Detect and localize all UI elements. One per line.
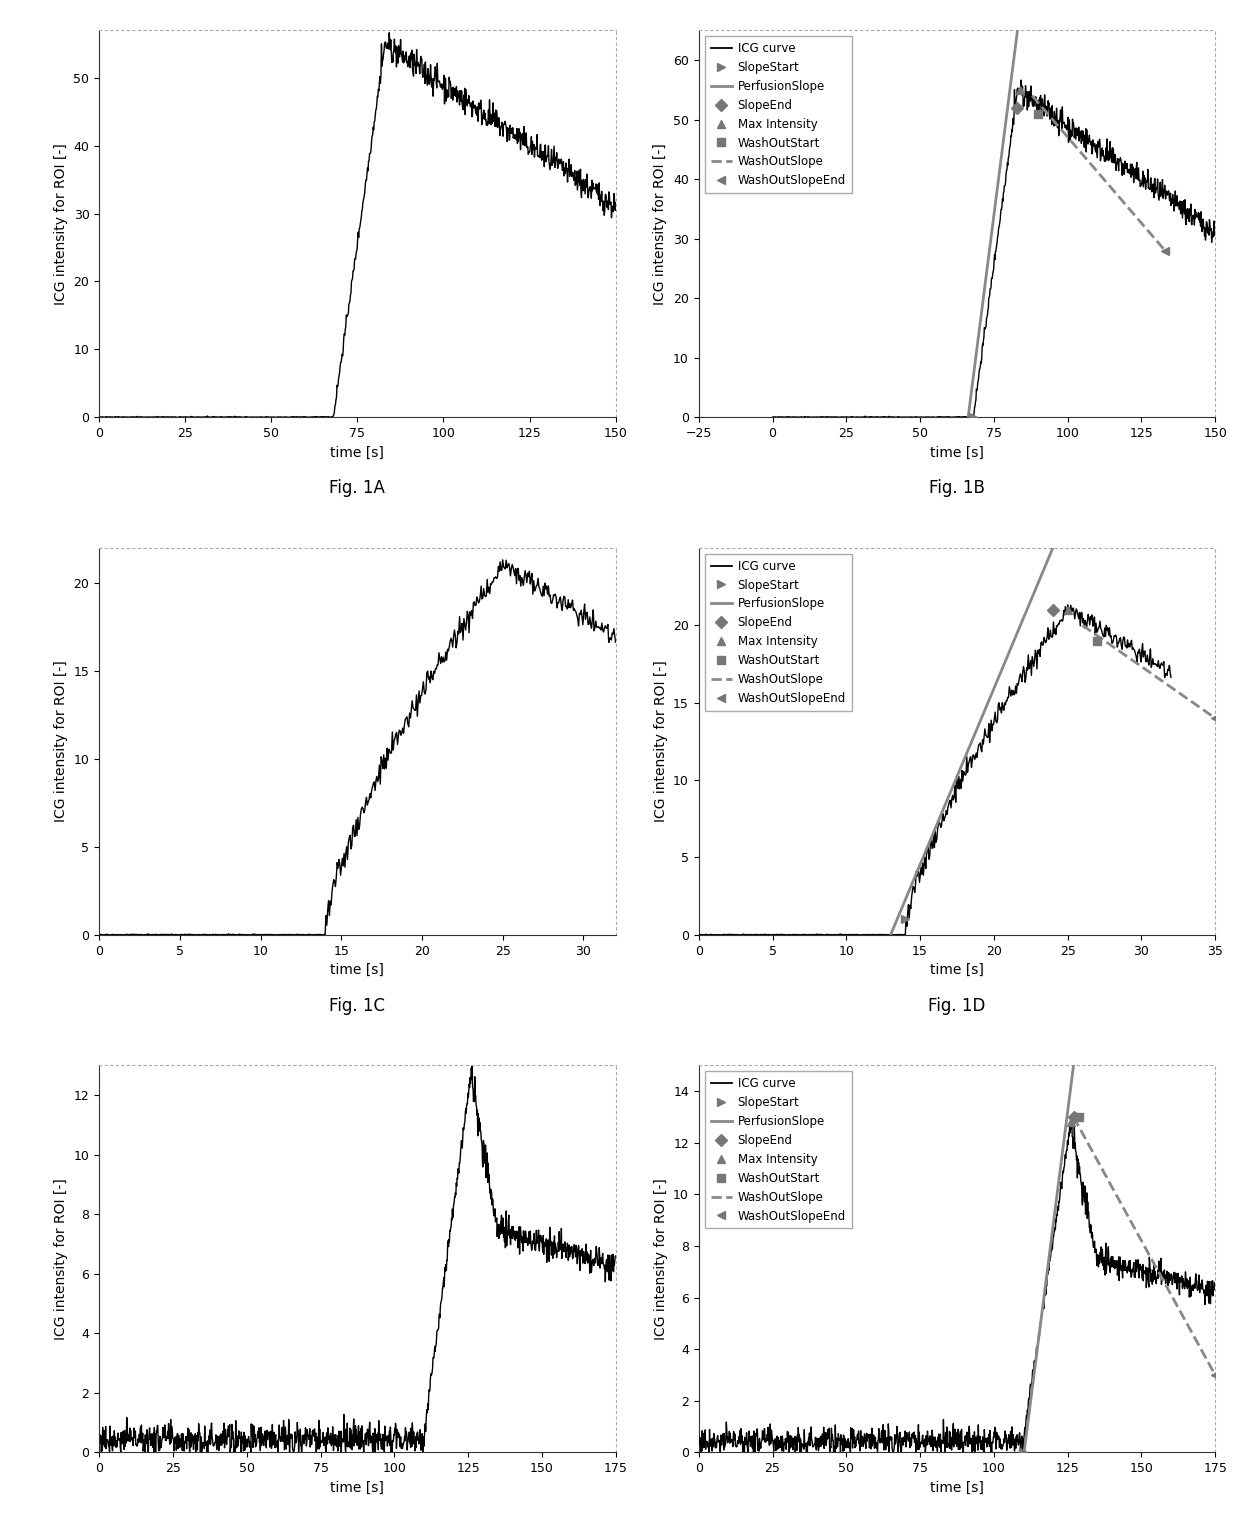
Legend: ICG curve, SlopeStart, PerfusionSlope, SlopeEnd, Max Intensity, WashOutStart, Wa: ICG curve, SlopeStart, PerfusionSlope, S… — [704, 554, 852, 711]
X-axis label: time [s]: time [s] — [331, 964, 384, 977]
Legend: ICG curve, SlopeStart, PerfusionSlope, SlopeEnd, Max Intensity, WashOutStart, Wa: ICG curve, SlopeStart, PerfusionSlope, S… — [704, 1071, 852, 1229]
X-axis label: time [s]: time [s] — [331, 1481, 384, 1495]
X-axis label: time [s]: time [s] — [331, 445, 384, 460]
Y-axis label: ICG intensity for ROI [-]: ICG intensity for ROI [-] — [653, 661, 667, 822]
Y-axis label: ICG intensity for ROI [-]: ICG intensity for ROI [-] — [653, 1179, 667, 1341]
Y-axis label: ICG intensity for ROI [-]: ICG intensity for ROI [-] — [55, 1179, 68, 1341]
Y-axis label: ICG intensity for ROI [-]: ICG intensity for ROI [-] — [653, 142, 667, 304]
Text: Fig. 1B: Fig. 1B — [929, 480, 985, 498]
Y-axis label: ICG intensity for ROI [-]: ICG intensity for ROI [-] — [53, 142, 68, 304]
Text: Fig. 1A: Fig. 1A — [330, 480, 386, 498]
X-axis label: time [s]: time [s] — [930, 445, 983, 460]
Legend: ICG curve, SlopeStart, PerfusionSlope, SlopeEnd, Max Intensity, WashOutStart, Wa: ICG curve, SlopeStart, PerfusionSlope, S… — [704, 36, 852, 194]
Text: Fig. 1D: Fig. 1D — [929, 997, 986, 1015]
X-axis label: time [s]: time [s] — [930, 1481, 983, 1495]
X-axis label: time [s]: time [s] — [930, 964, 983, 977]
Text: Fig. 1C: Fig. 1C — [330, 997, 386, 1015]
Y-axis label: ICG intensity for ROI [-]: ICG intensity for ROI [-] — [55, 661, 68, 822]
